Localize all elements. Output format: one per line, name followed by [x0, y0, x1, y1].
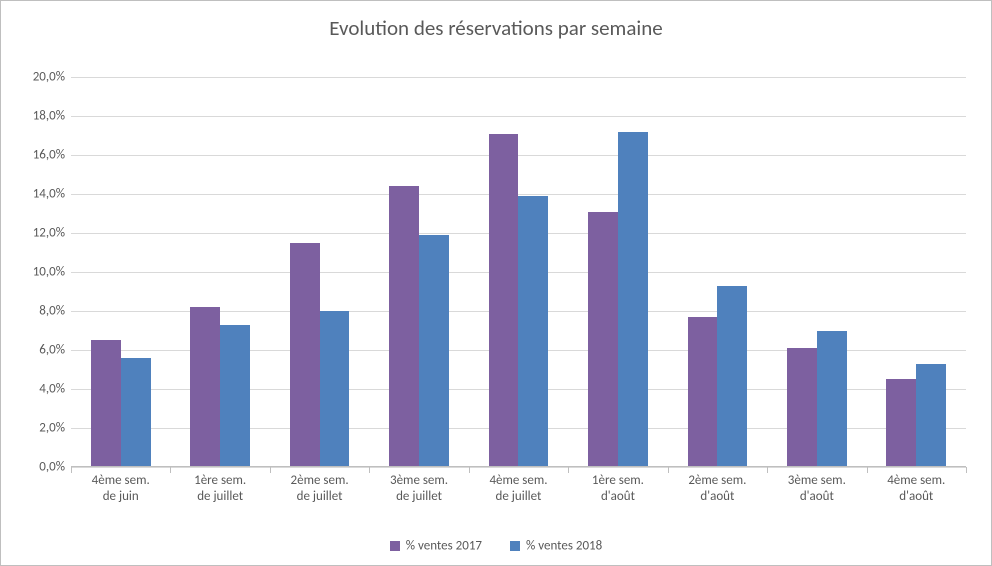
x-tick-label: 1ère sem.de juillet	[170, 467, 269, 504]
legend-item: % ventes 2017	[390, 538, 482, 553]
y-tick-label: 16,0%	[33, 148, 71, 163]
x-tick-label: 3ème sem.de juillet	[369, 467, 468, 504]
x-tick-label: 3ème sem.d'août	[767, 467, 866, 504]
y-tick-label: 2,0%	[39, 421, 71, 436]
y-tick-label: 14,0%	[33, 187, 71, 202]
x-tick-label: 4ème sem.de juillet	[469, 467, 568, 504]
x-tick-mark	[966, 467, 967, 473]
legend-label: % ventes 2017	[406, 538, 482, 553]
plot-area: 0,0%2,0%4,0%6,0%8,0%10,0%12,0%14,0%16,0%…	[71, 77, 966, 467]
legend: % ventes 2017 % ventes 2018	[1, 538, 991, 553]
y-tick-label: 0,0%	[39, 460, 71, 475]
legend-item: % ventes 2018	[510, 538, 602, 553]
legend-swatch	[510, 541, 520, 551]
x-tick-label: 2ème sem.de juillet	[270, 467, 369, 504]
y-tick-label: 10,0%	[33, 265, 71, 280]
y-tick-label: 6,0%	[39, 343, 71, 358]
x-tick-label: 4ème sem.d'août	[867, 467, 966, 504]
chart-frame: Evolution des réservations par semaine 0…	[0, 0, 992, 566]
chart-title: Evolution des réservations par semaine	[1, 15, 991, 41]
x-tick-label: 4ème sem.de juin	[71, 467, 170, 504]
y-tick-label: 12,0%	[33, 226, 71, 241]
x-tick-label: 2ème sem.d'août	[668, 467, 767, 504]
y-tick-label: 8,0%	[39, 304, 71, 319]
y-tick-label: 18,0%	[33, 109, 71, 124]
axis-layer: 4ème sem.de juin1ère sem.de juillet2ème …	[71, 77, 966, 467]
y-tick-label: 4,0%	[39, 382, 71, 397]
legend-label: % ventes 2018	[526, 538, 602, 553]
y-tick-label: 20,0%	[33, 70, 71, 85]
x-tick-label: 1ère sem.d'août	[568, 467, 667, 504]
legend-swatch	[390, 541, 400, 551]
